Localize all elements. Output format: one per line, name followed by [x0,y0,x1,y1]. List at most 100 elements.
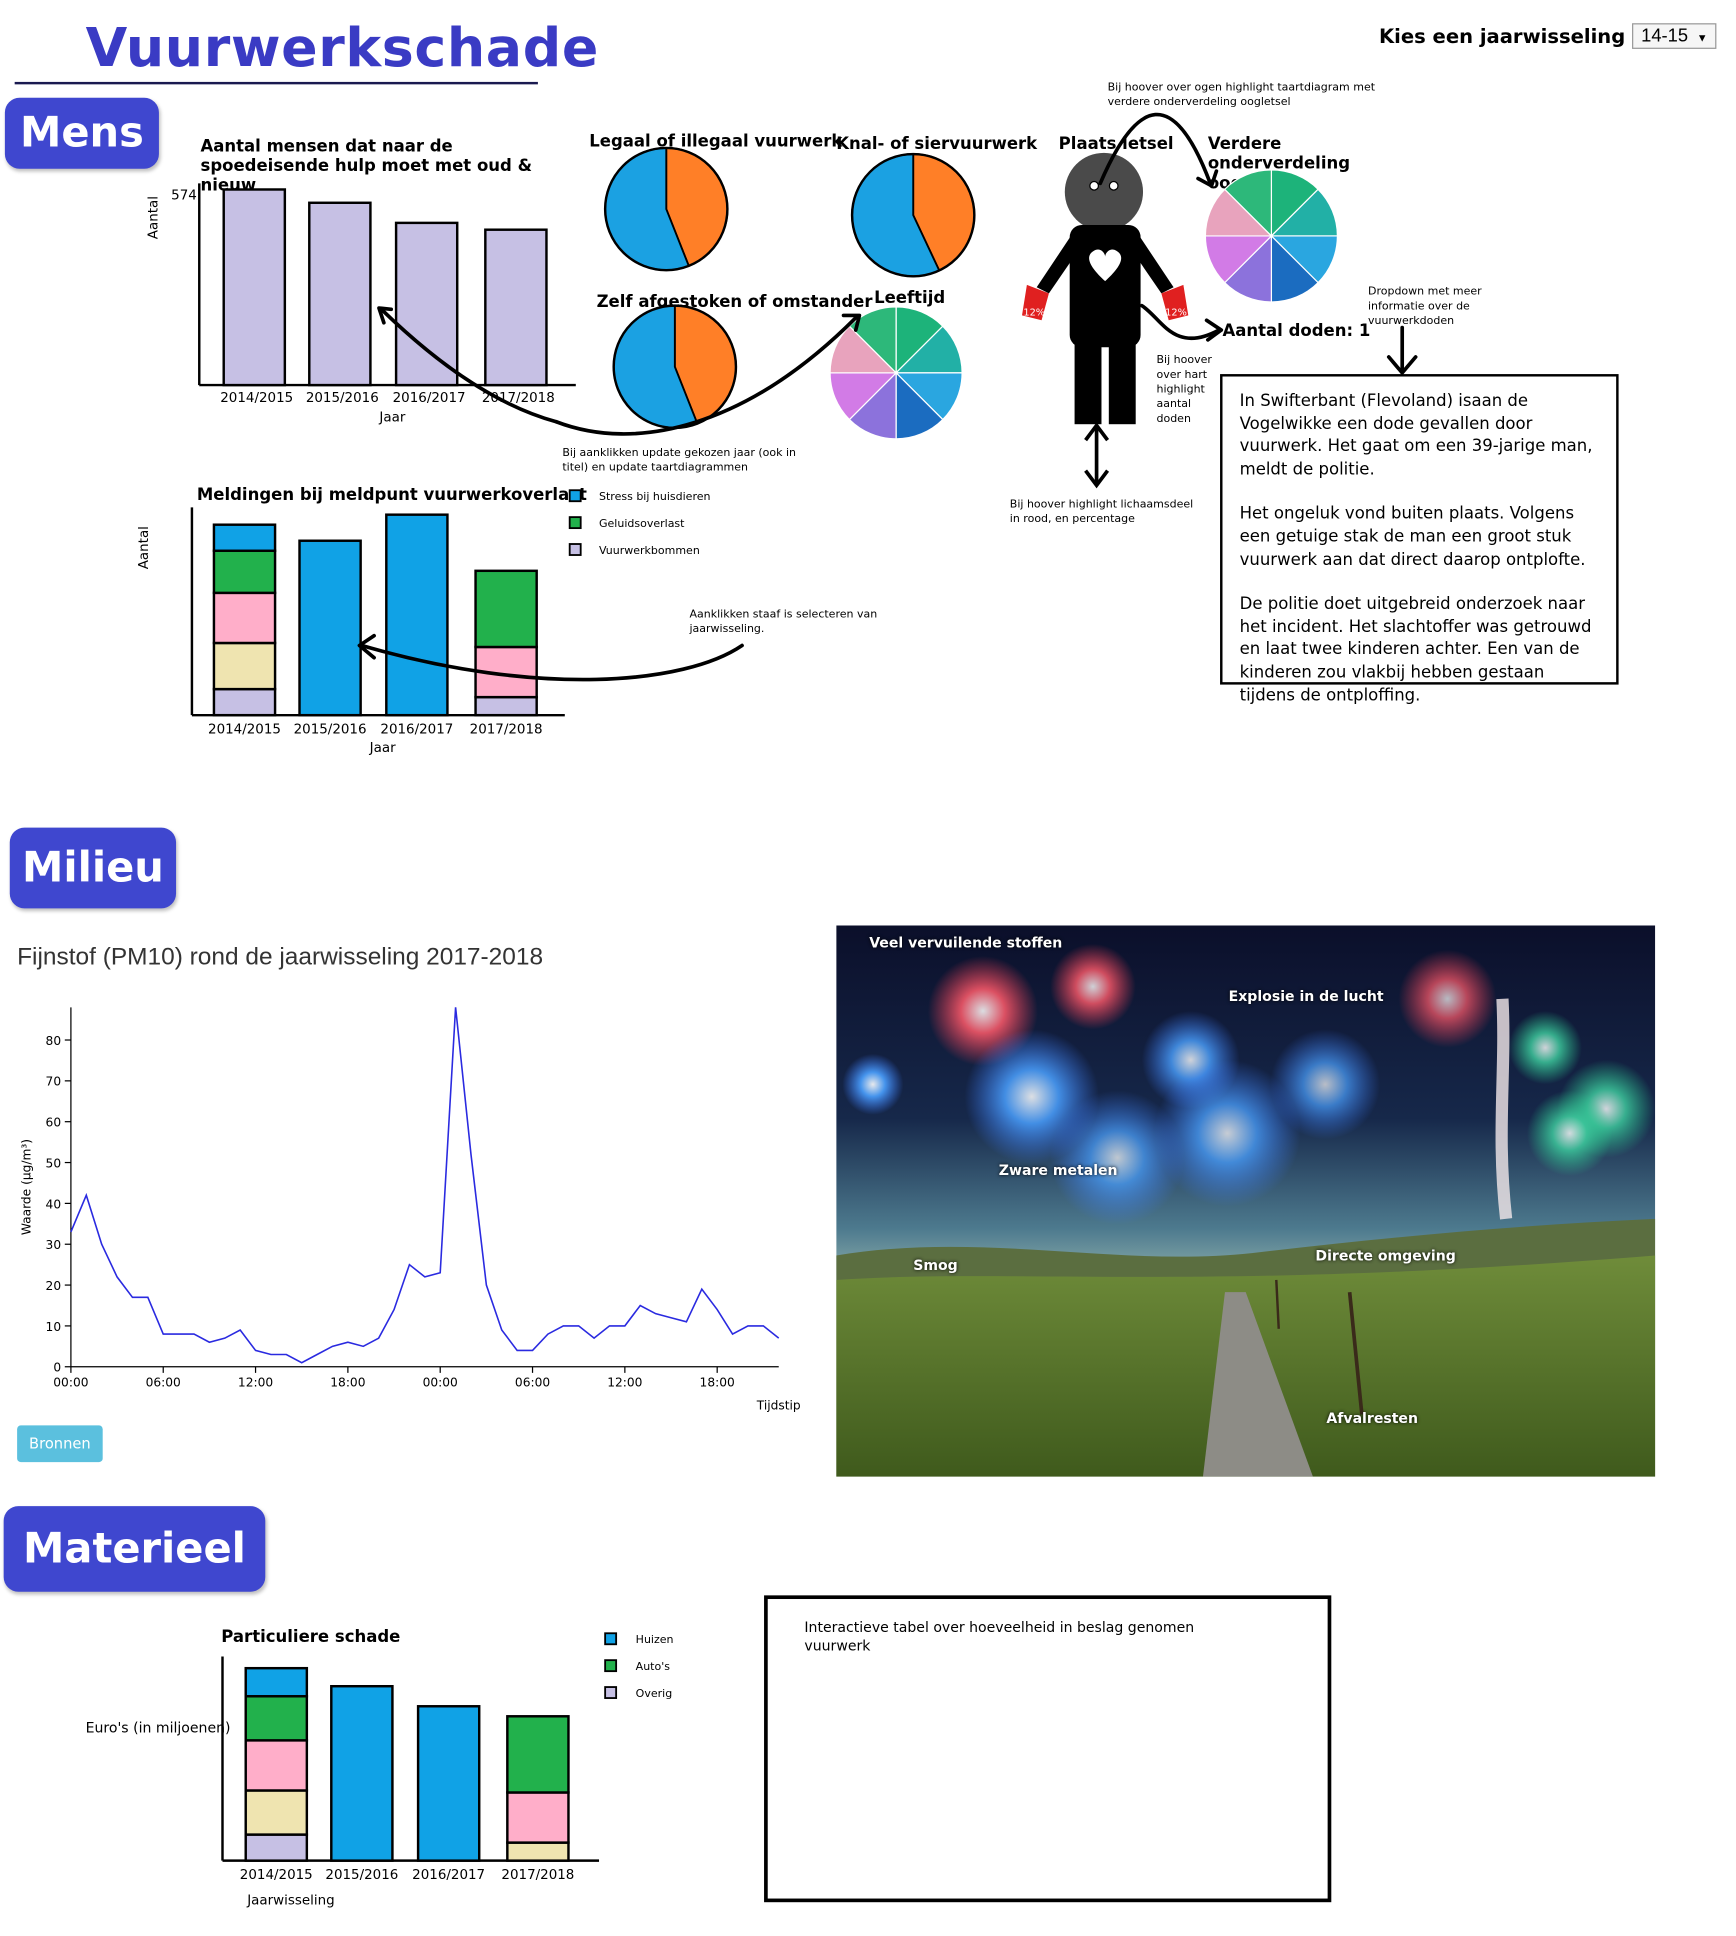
arm-left[interactable] [1036,232,1079,294]
meldingen-bar-segment[interactable] [212,549,277,595]
photo-label-explosie[interactable]: Explosie in de lucht [1228,987,1384,1005]
arrow-head [1084,422,1110,442]
y-axis-label: Aantal [147,196,162,239]
photo-label-metalen[interactable]: Zware metalen [998,1161,1118,1179]
story-paragraph: De politie doet uitgebreid onderzoek naa… [1239,594,1592,705]
particulier-bar-segment[interactable] [416,1705,481,1862]
legend-swatch [604,1659,618,1673]
pie-oog-slice[interactable] [1223,169,1273,238]
meldingen-bar-segment[interactable] [385,513,449,717]
legend-label: Overig [636,1687,673,1700]
annotation-bodypart: Bij hoover highlight lichaamsdeel in roo… [1009,498,1194,526]
table-note: Interactieve tabel over hoeveelheid in b… [804,1618,1195,1655]
legend-swatch [604,1686,618,1699]
annotation-heart: Bij hoover over hart highlight aantal do… [1156,354,1212,426]
torso[interactable] [1069,224,1141,348]
y-tick-label: 50 [46,1156,62,1170]
x-tick-label: 2014/2015 [208,722,281,737]
eye-left[interactable] [1089,180,1100,191]
leg-left[interactable] [1074,336,1102,425]
x-tick-label: 2017/2018 [482,391,555,406]
body-figure[interactable] [1022,152,1189,425]
heart-icon[interactable] [1089,249,1122,282]
photo-label-smog[interactable]: Smog [913,1256,958,1274]
x-tick-label: 18:00 [330,1375,365,1389]
meldingen-bar-segment[interactable] [298,539,362,717]
annotation-arrow [554,316,858,436]
annotation-arrow [1098,112,1213,186]
section-milieu-button[interactable]: Milieu [9,827,177,909]
particulier-bar-segment[interactable] [506,1841,570,1862]
legend-label: Stress bij huisdieren [599,490,710,503]
hand-right[interactable] [1161,284,1189,321]
x-axis-label: Jaar [378,411,405,426]
particulier-bar-segment[interactable] [506,1791,570,1844]
spoed-bar[interactable] [222,188,287,387]
particulier-bar-segment[interactable] [330,1684,394,1862]
story-paragraph: Het ongeluk vond buiten plaats. Volgens … [1239,504,1586,570]
meldingen-bar-segment[interactable] [212,687,277,717]
photo-label-omgeving[interactable]: Directe omgeving [1315,1246,1456,1265]
pm10-line[interactable] [70,1007,780,1364]
hand-left[interactable] [1022,284,1049,321]
pie-title-plaats: Plaats letsel [1058,134,1174,155]
section-materieel-button[interactable]: Materieel [3,1506,266,1592]
bronnen-button[interactable]: Bronnen [17,1425,103,1463]
spoed-bar[interactable] [308,201,372,387]
year-select-value: 14-15 [1641,25,1689,47]
legend-swatch [604,1632,618,1646]
arrow-head [357,633,376,660]
legend-label: Vuurwerkbommen [599,544,700,557]
photo-label-stoffen[interactable]: Veel vervuilende stoffen [869,933,1063,952]
meldingen-bar-segment[interactable] [474,695,538,717]
x-tick-label: 2015/2016 [306,391,379,406]
section-mens-button[interactable]: Mens [4,97,159,169]
meldingen-bar-segment[interactable] [212,523,277,552]
fireworks-scene [836,925,1656,1477]
particulier-bar-segment[interactable] [244,1789,309,1836]
arm-right[interactable] [1132,232,1174,294]
x-tick-label: 2016/2017 [412,1868,485,1883]
pie-title-knal: Knal- of siervuurwerk [836,134,1038,155]
arrow-head [1204,318,1224,342]
head[interactable] [1064,152,1144,232]
death-story-box[interactable]: In Swifterbant (Flevoland) isaan de Voge… [1220,374,1619,705]
spoed-bar[interactable] [394,221,459,387]
legend-swatch [568,516,582,530]
deaths-count-label: Aantal doden: 1 [1222,321,1371,342]
annotation-dropdown: Dropdown met meer informatie over de vuu… [1367,286,1482,328]
particulier-bar-segment[interactable] [244,1666,309,1698]
x-tick-label: 18:00 [700,1375,735,1389]
leg-right[interactable] [1108,336,1136,425]
x-axis-label: Jaarwisseling [246,1894,334,1909]
year-select-label: Kies een jaarwisseling [1378,24,1626,48]
particulier-chart-title: Particuliere schade [221,1627,401,1647]
meldingen-bar-segment[interactable] [212,591,277,645]
year-selector: Kies een jaarwisseling 14-15 ▼ [1378,23,1717,49]
particulier-bar-segment[interactable] [506,1715,570,1794]
y-tick-label: 40 [46,1197,62,1211]
photo-label-afval[interactable]: Afvalresten [1326,1409,1418,1427]
particulier-bar-segment[interactable] [244,1739,309,1792]
annotation-click-bar: Aanklikken staaf is selecteren van jaarw… [689,608,878,636]
x-tick-label: 06:00 [146,1375,181,1389]
meldingen-bar-segment[interactable] [212,641,277,691]
year-select-dropdown[interactable]: 14-15 ▼ [1632,23,1717,49]
x-tick-label: 2017/2018 [470,722,543,737]
annotation-click-year: Bij aanklikken update gekozen jaar (ook … [562,447,797,475]
pie-title-legaal: Legaal of illegaal vuurwerk [589,132,843,152]
eye-right[interactable] [1108,180,1119,191]
annotation-arrow [379,307,559,424]
x-tick-label: 2014/2015 [220,391,293,406]
spoed-bar[interactable] [484,228,548,387]
particulier-bar-segment[interactable] [244,1695,309,1742]
fireworks-photo: Veel vervuilende stoffen Explosie in de … [836,925,1656,1477]
legend-label: Geluidsoverlast [599,517,685,530]
seized-fireworks-table-placeholder[interactable]: Interactieve tabel over hoeveelheid in b… [764,1595,1332,1903]
y-tick-label: 80 [46,1034,62,1048]
particulier-bar-segment[interactable] [244,1833,309,1862]
x-tick-label: 12:00 [238,1375,273,1389]
spoed-chart-title: Aantal mensen dat naar de spoedeisende h… [200,136,532,196]
meldingen-bar-segment[interactable] [474,569,538,649]
